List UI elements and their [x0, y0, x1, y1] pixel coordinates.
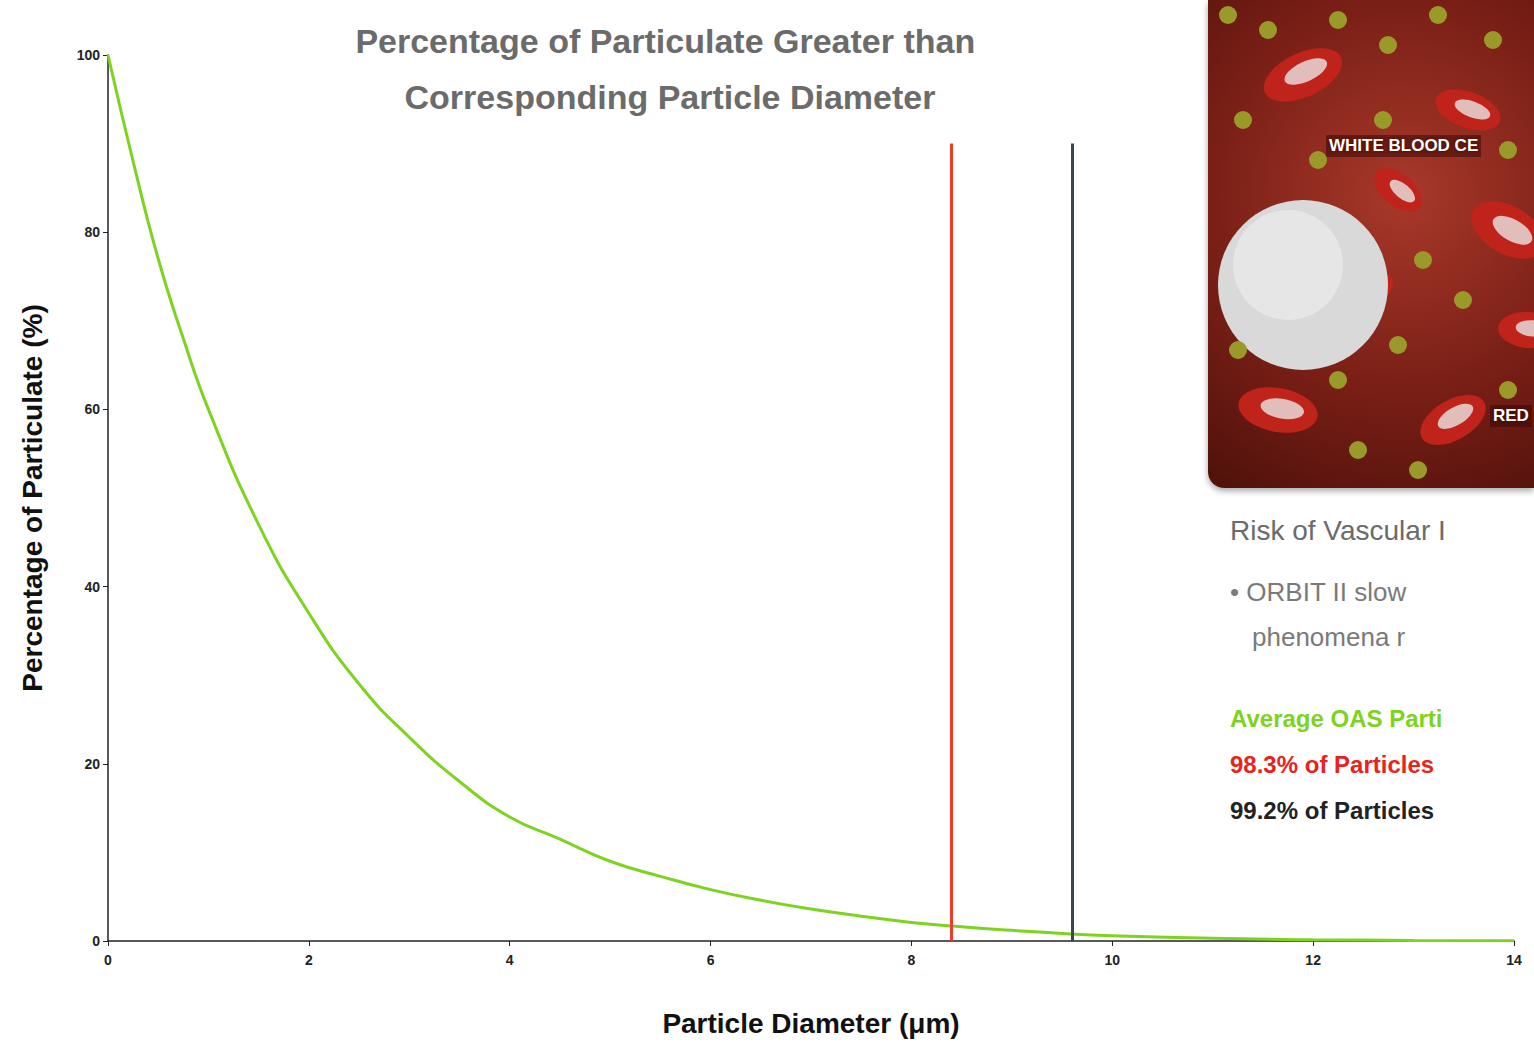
svg-text:Percentage of Particulate (%): Percentage of Particulate (%) [17, 304, 48, 691]
svg-text:40: 40 [84, 579, 100, 595]
svg-text:4: 4 [506, 952, 514, 968]
html-text:98.3% of Particles: 98.3% of Particles [1230, 751, 1435, 778]
svg-text:0: 0 [104, 952, 112, 968]
svg-text:14: 14 [1506, 952, 1522, 968]
svg-text:12: 12 [1305, 952, 1321, 968]
svg-text:Particle Diameter (μm): Particle Diameter (μm) [662, 1008, 959, 1039]
html-text:99.2% of Particles: 99.2% of Particles [1230, 797, 1435, 824]
html-text:Average OAS Parti: Average OAS Parti [1230, 705, 1443, 732]
html-text:phenomena r: phenomena r [1252, 622, 1406, 652]
html-text:RED: RED [1493, 406, 1529, 425]
svg-text:60: 60 [84, 401, 100, 417]
svg-text:80: 80 [84, 224, 100, 240]
svg-text:0: 0 [92, 933, 100, 949]
html-text:Risk of Vascular I: Risk of Vascular I [1230, 515, 1446, 546]
svg-text:8: 8 [908, 952, 916, 968]
html-text:WHITE BLOOD CE: WHITE BLOOD CE [1329, 136, 1479, 155]
svg-text:6: 6 [707, 952, 715, 968]
svg-text:100: 100 [77, 47, 101, 63]
svg-text:2: 2 [305, 952, 313, 968]
svg-text:20: 20 [84, 756, 100, 772]
svg-text:Percentage of Particulate Grea: Percentage of Particulate Greater than [355, 22, 984, 60]
svg-text:10: 10 [1104, 952, 1120, 968]
svg-text:Corresponding Particle Diamete: Corresponding Particle Diameter [405, 78, 936, 116]
html-text:• ORBIT II slow: • ORBIT II slow [1230, 577, 1407, 607]
